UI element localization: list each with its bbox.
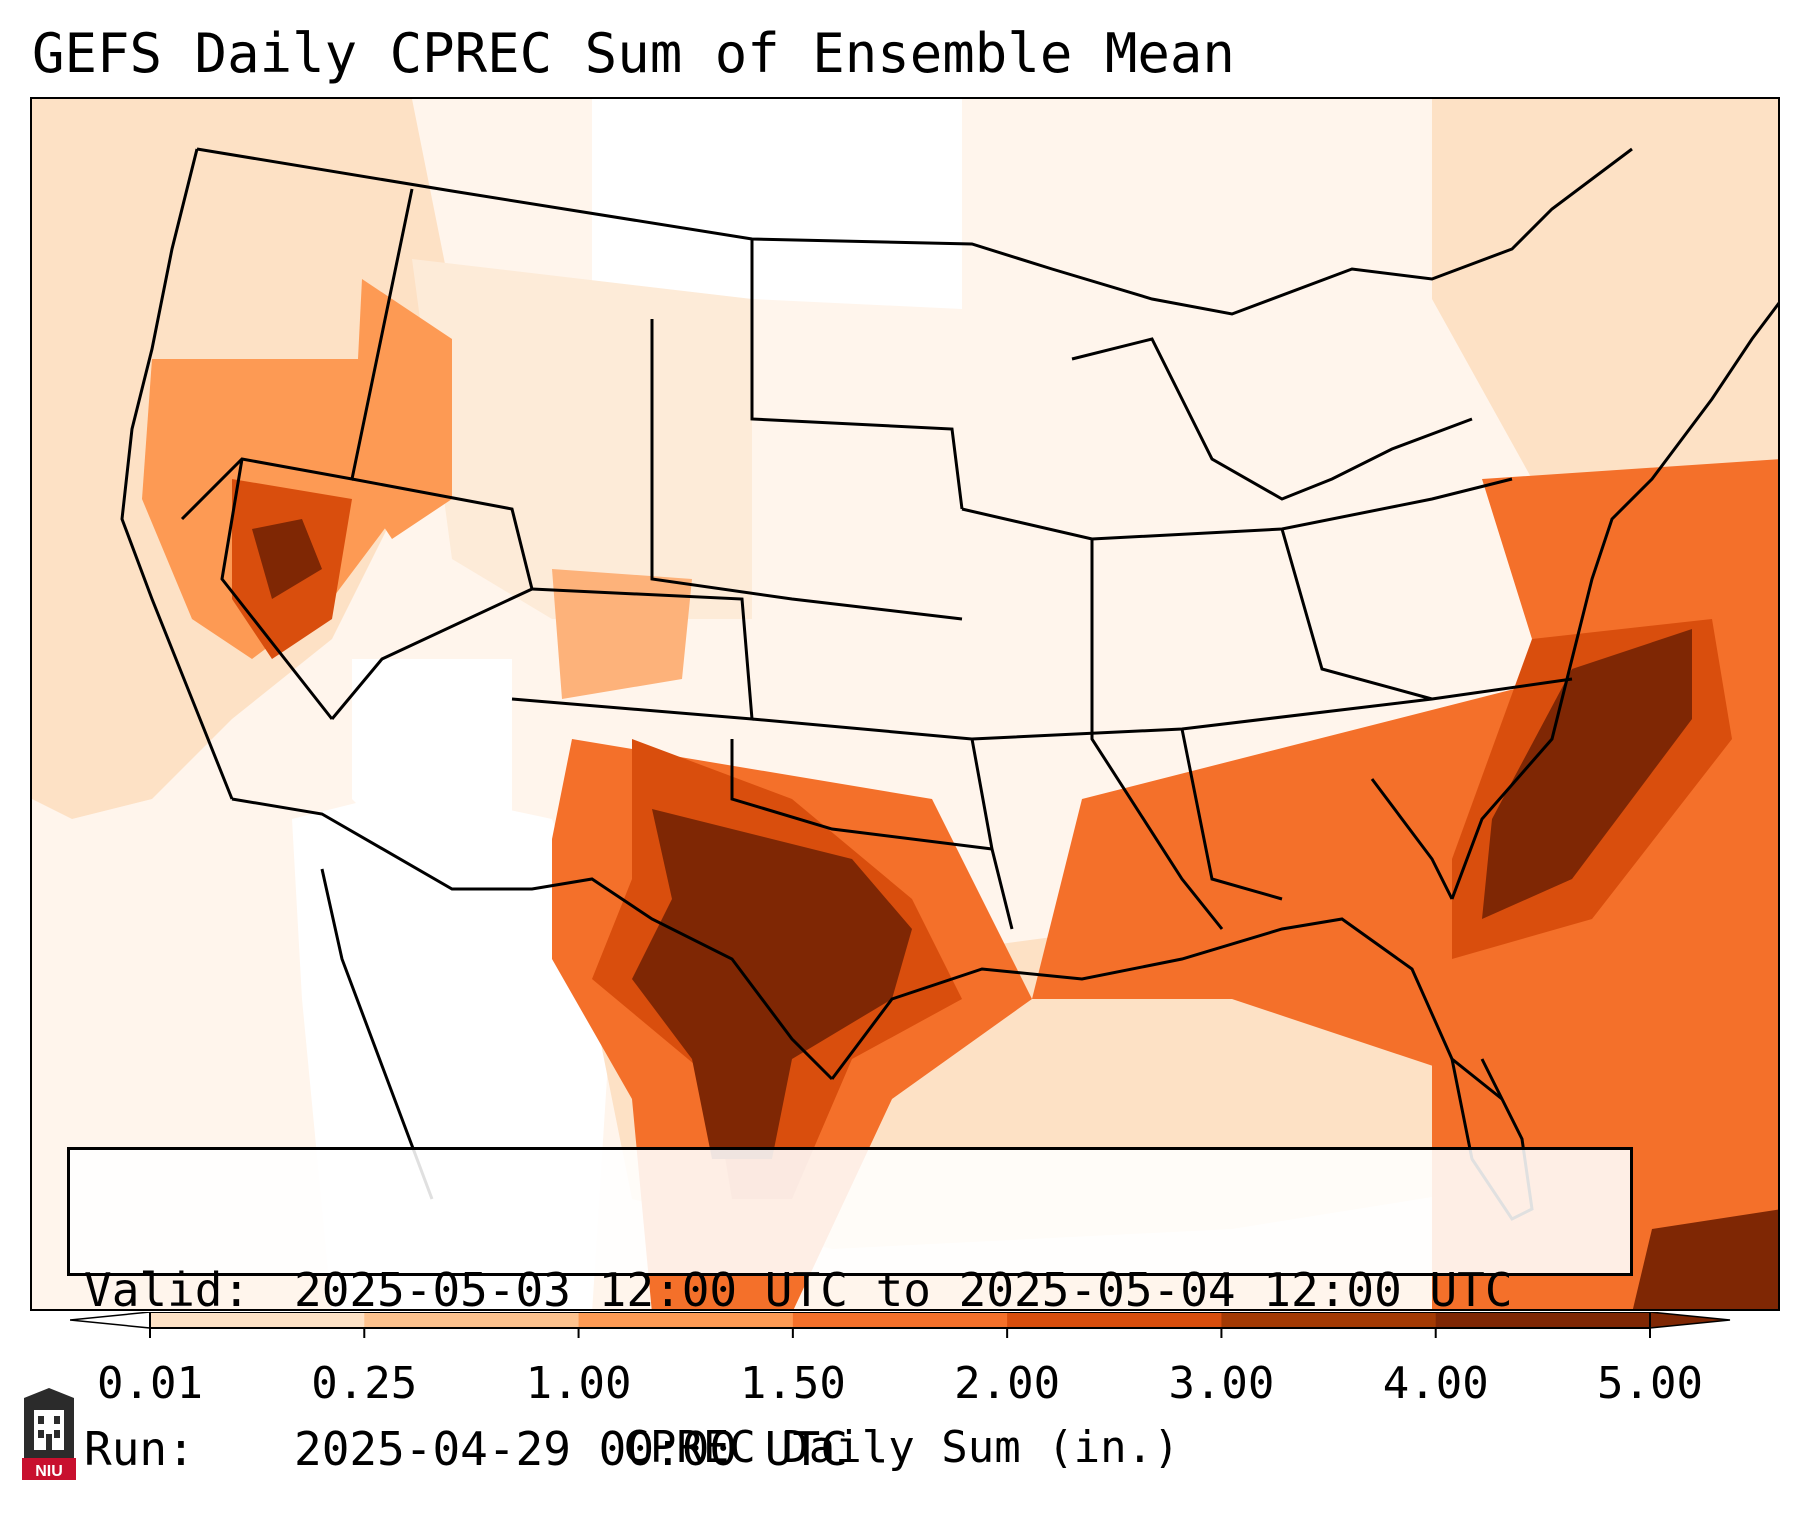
colorbar-segment [150,1312,365,1328]
colorbar-tick-label: 1.00 [525,1358,632,1409]
colorbar-segment [578,1312,794,1328]
valid-label: Valid: [84,1263,251,1317]
state-line-13 [1370,778,1454,900]
light-precip-northeast [1432,99,1778,499]
great-lakes [1071,337,1473,501]
state-line-7 [751,717,1014,930]
extreme-precip-texas [632,809,912,1159]
colorbar-tick-label: 0.25 [311,1358,418,1409]
state-line-1 [180,188,414,521]
colorbar-tick-label: 2.00 [954,1358,1061,1409]
mod-precip-colorado [552,569,692,699]
baja [320,868,434,1200]
colorbar-over-arrow [1649,1312,1731,1329]
precipitation-map [30,97,1780,1311]
colorbar-ticks [149,1328,1651,1338]
colorbar-tick-label: 5.00 [1597,1358,1703,1409]
extreme-precip-carolinas [1482,629,1692,919]
niu-logo: NIU [22,1388,76,1480]
valid-row: Valid: 2025-05-03 12:00 UTC to 2025-05-04… [84,1264,1630,1317]
valid-value: 2025-05-03 12:00 UTC to 2025-05-04 12:00… [294,1263,1513,1317]
logo-text: NIU [35,1463,63,1480]
mod-precip-idaho [352,279,452,539]
dry-area-north [592,99,962,309]
state-line-10 [1090,539,1224,930]
state-line-4 [511,587,754,721]
colorbar-tick-label: 0.01 [97,1358,203,1409]
run-value: 2025-04-29 00:00 UTC [294,1422,848,1476]
state-boundaries [120,147,1778,1221]
colorbar-label: CPREC Daily Sum (in.) [623,1422,1180,1473]
colorbar-tick-label: 1.50 [739,1358,846,1409]
state-line-12 [1280,528,1433,701]
state-line-5 [750,239,964,510]
dry-area-southwest [352,659,512,879]
extreme-precip-cuba [1632,1209,1778,1309]
state-line-6 [650,319,963,621]
extreme-precip-nevada [252,519,322,599]
colorbar-tick-label: 4.00 [1382,1358,1489,1409]
colorbar-segments [150,1312,1651,1328]
gulf-coast [830,917,1503,1101]
us-mexico-border [231,797,834,1081]
state-line-14 [961,477,1513,541]
colorbar-segment [1435,1312,1651,1328]
colorbar [70,1312,1731,1338]
run-label: Run: [84,1422,195,1476]
colorbar-segment [364,1312,580,1328]
map-canvas [32,99,1778,1309]
state-line-9 [971,677,1573,741]
us-west-coast [120,148,234,800]
light-precip-plains [412,259,752,619]
state-line-2 [220,458,334,720]
state-line-11 [1180,728,1283,901]
colorbar-under-arrow [70,1312,151,1329]
run-row: Run: 2025-04-29 00:00 UTC [84,1423,1630,1476]
colorbar-segment [1221,1312,1437,1328]
map-title: GEFS Daily CPREC Sum of Ensemble Mean [32,22,1235,85]
colorbar-segment [1007,1312,1222,1328]
state-line-8 [730,739,993,851]
colorbar-segment [792,1312,1008,1328]
colorbar-tick-label: 3.00 [1168,1358,1275,1409]
atlantic-coast [1450,301,1778,900]
valid-run-info-box: Valid: 2025-05-03 12:00 UTC to 2025-05-04… [67,1147,1633,1476]
colorbar-outline [149,1312,1651,1329]
us-border-north [196,147,1633,316]
